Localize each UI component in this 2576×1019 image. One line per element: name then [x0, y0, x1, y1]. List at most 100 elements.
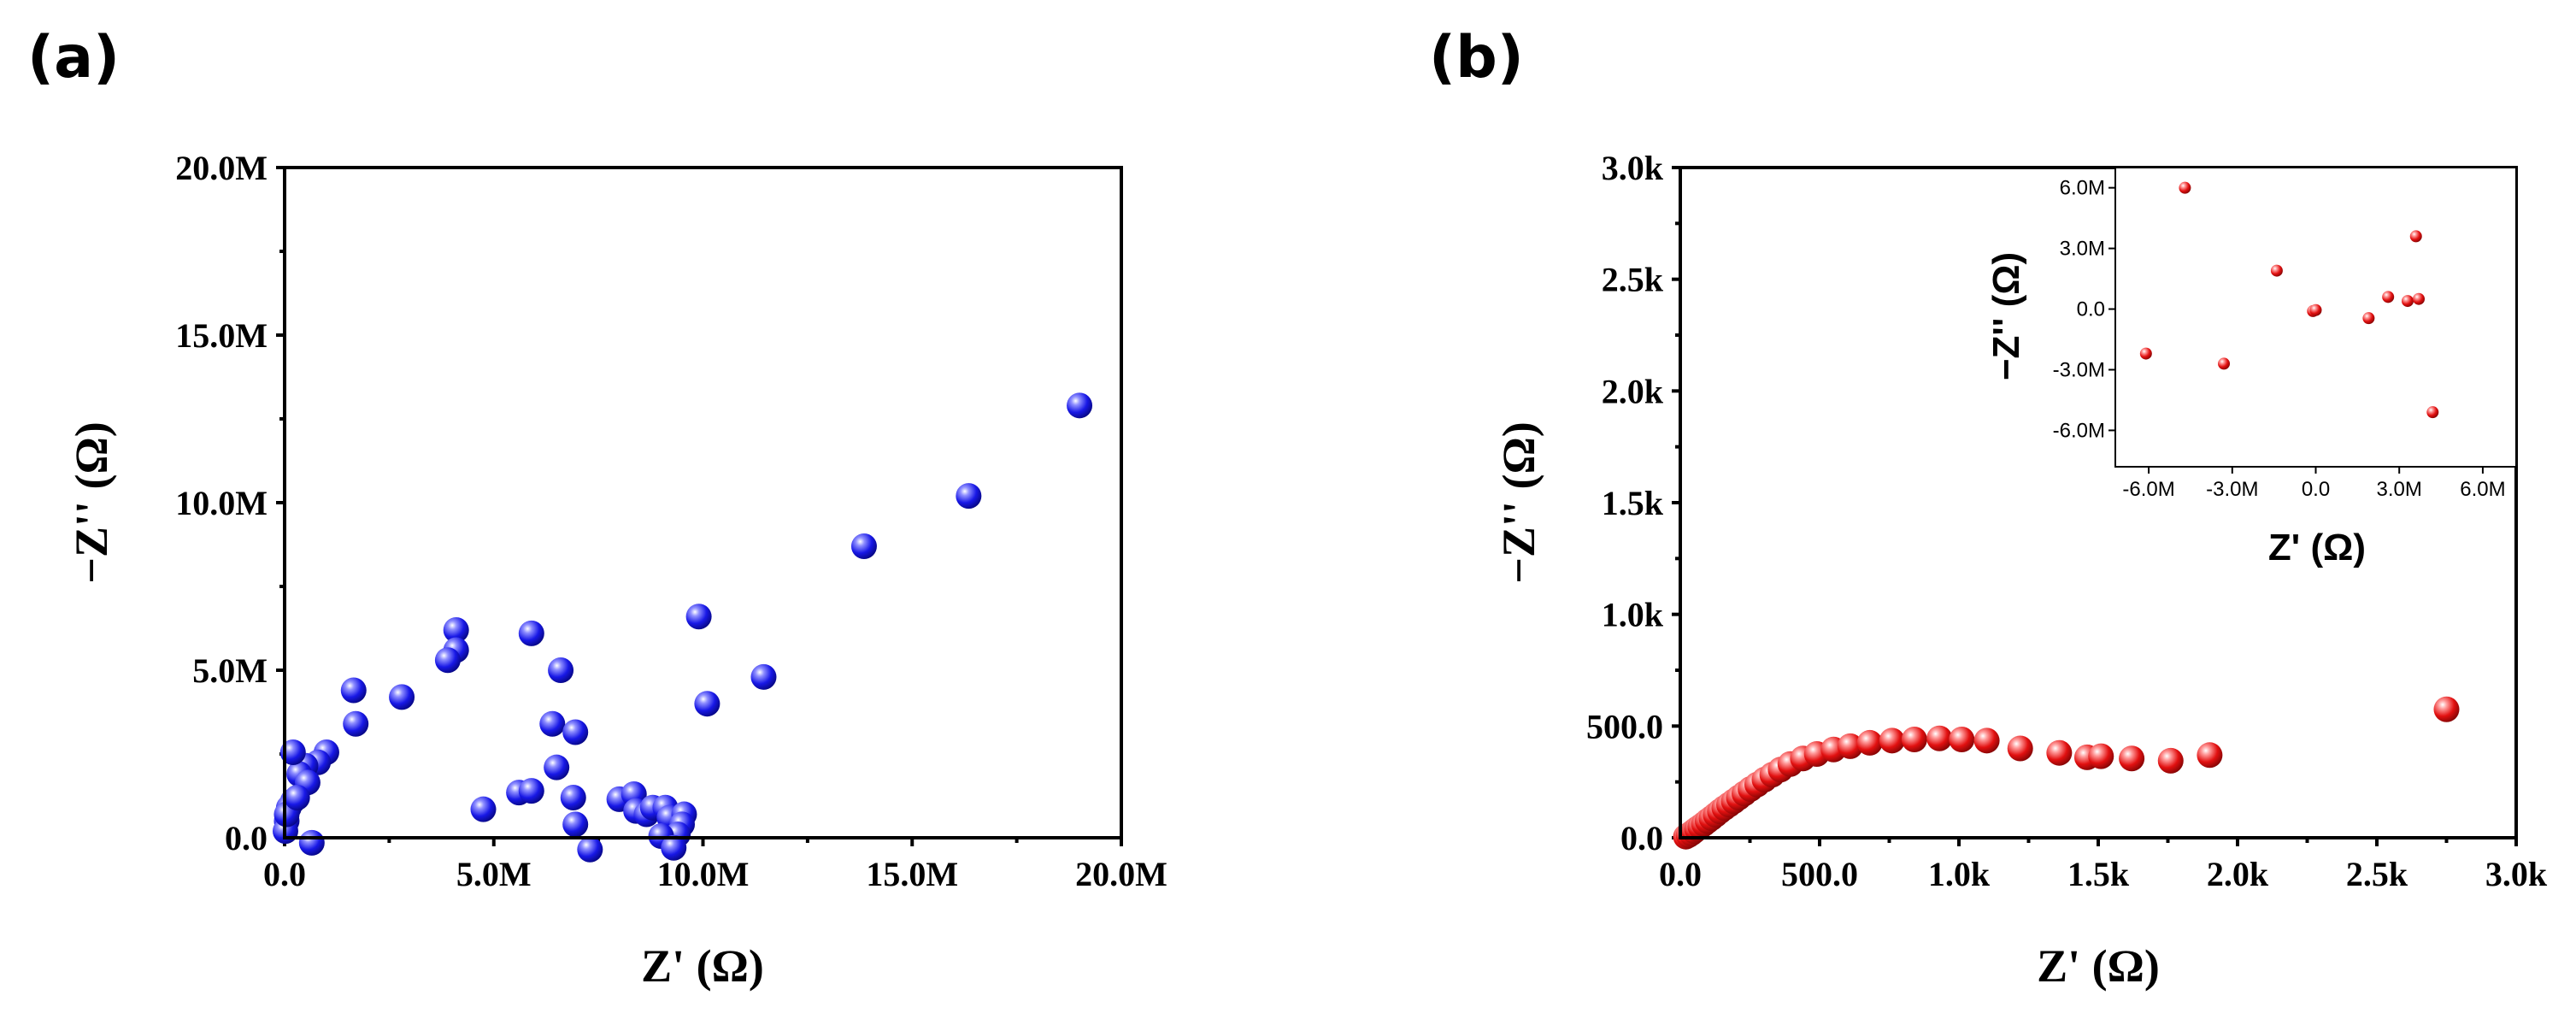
y-tick-label: 3.0M	[2060, 238, 2105, 261]
inset-y-axis-title: −Z'' (Ω)	[1985, 252, 2027, 380]
data-point	[685, 604, 712, 630]
data-point	[2409, 230, 2422, 243]
data-point	[1837, 733, 1863, 759]
inset-x-axis-title: Z' (Ω)	[2268, 527, 2366, 568]
data-point	[562, 811, 589, 838]
data-point	[2157, 747, 2184, 774]
data-point	[518, 778, 544, 804]
data-point	[2088, 743, 2114, 769]
data-point	[470, 796, 497, 822]
panel-label-b: (b)	[1429, 24, 1524, 91]
data-point	[1926, 725, 1953, 751]
data-point	[443, 616, 469, 643]
y-tick-label: 500.0	[1586, 707, 1663, 745]
x-tick-label: 0.0	[2302, 478, 2330, 501]
inset-axes: -6.0M -3.0M 0.0 3.0M 6.0M -6.0M -3.0M 0.0 3.0M 6.…	[2053, 177, 2506, 501]
panel-b: (b) 0.0 500.0 1.0k 1.5k 2.0k 2.5k 3.0k 0.0 500.0…	[1429, 24, 2548, 992]
data-point	[2309, 303, 2322, 316]
y-tick-label: -3.0M	[2053, 358, 2105, 381]
x-tick-label: 0.0	[1659, 855, 1702, 893]
data-point	[2270, 264, 2283, 277]
x-tick-label: 1.5k	[2067, 855, 2130, 893]
data-point	[2433, 696, 2460, 722]
data-point	[539, 710, 566, 737]
x-tick-label: 20.0M	[1075, 855, 1167, 893]
panel-b-y-axis-title: −Z'' (Ω)	[1493, 421, 1544, 584]
data-point	[750, 663, 777, 690]
x-tick-label: 10.0M	[657, 855, 750, 893]
data-point	[1901, 727, 1927, 753]
y-tick-label: 0.0	[225, 819, 268, 857]
data-point	[1973, 727, 2000, 754]
x-tick-label: 2.0k	[2207, 855, 2269, 893]
x-tick-label: 15.0M	[866, 855, 958, 893]
y-tick-label: 1.0k	[1602, 596, 1664, 634]
data-point	[1879, 727, 1905, 754]
data-point	[389, 684, 415, 710]
data-point	[2218, 357, 2231, 370]
data-point	[548, 657, 574, 683]
panel-b-x-axis-title: Z' (Ω)	[2037, 940, 2160, 992]
data-point	[2401, 295, 2414, 308]
data-point	[2139, 347, 2152, 360]
data-point	[956, 483, 982, 510]
y-tick-label: 0.0	[2077, 298, 2105, 321]
x-tick-label: 1.0k	[1928, 855, 1991, 893]
y-tick-label: 3.0k	[1602, 149, 1664, 187]
data-point	[340, 677, 367, 704]
panel-a-axes: 0.0 5.0M 10.0M 15.0M 20.0M 0.0 5.0M 10.0M 15.0M 2…	[175, 149, 1167, 893]
data-point	[298, 829, 325, 856]
panel-b-plot-frame	[1679, 166, 2518, 839]
panel-b-inset: -6.0M -3.0M 0.0 3.0M 6.0M -6.0M -3.0M 0.0 3.0M 6.…	[1985, 167, 2517, 568]
panel-b-points	[1673, 696, 2460, 850]
panel-a-x-axis-title: Z' (Ω)	[641, 940, 764, 992]
data-point	[2179, 181, 2191, 194]
y-tick-label: 0.0	[1620, 819, 1663, 857]
data-point	[544, 754, 570, 780]
y-tick-label: 1.5k	[1602, 484, 1664, 522]
y-tick-label: -6.0M	[2053, 419, 2105, 442]
data-point	[434, 647, 461, 674]
x-tick-label: 3.0k	[2485, 855, 2548, 893]
inset-points	[2139, 181, 2439, 419]
y-tick-label: 10.0M	[175, 484, 268, 522]
x-tick-label: 500.0	[1781, 855, 1858, 893]
panel-a-plot-frame	[283, 166, 1123, 839]
x-tick-label: -6.0M	[2122, 478, 2174, 501]
data-point	[284, 784, 310, 810]
y-tick-label: 2.0k	[1602, 372, 1664, 410]
panel-a-y-axis-title: −Z'' (Ω)	[66, 421, 117, 584]
data-point	[560, 784, 586, 810]
x-tick-label: 2.5k	[2346, 855, 2408, 893]
panel-a-points	[272, 392, 1093, 863]
data-point	[2382, 291, 2395, 303]
x-tick-label: 5.0M	[456, 855, 532, 893]
y-tick-label: 20.0M	[175, 149, 268, 187]
data-point	[279, 739, 306, 766]
data-point	[2426, 406, 2439, 419]
data-point	[343, 710, 369, 737]
y-tick-label: 5.0M	[192, 651, 268, 690]
data-point	[577, 836, 603, 863]
data-point	[562, 719, 589, 745]
data-point	[2197, 742, 2223, 769]
data-point	[2362, 312, 2375, 325]
data-point	[2119, 745, 2145, 772]
inset-background	[2115, 168, 2516, 467]
panel-b-axes: 0.0 500.0 1.0k 1.5k 2.0k 2.5k 3.0k 0.0 500.0 1.0k…	[1586, 149, 2548, 893]
data-point	[1067, 392, 1093, 419]
x-tick-label: 6.0M	[2460, 478, 2505, 501]
y-tick-label: 15.0M	[175, 316, 268, 355]
panel-label-a: (a)	[27, 24, 120, 91]
x-tick-label: 3.0M	[2377, 478, 2422, 501]
inset-plot-frame	[2114, 167, 2517, 468]
x-tick-label: 0.0	[263, 855, 306, 893]
panel-a: (a) 0.0 5.0M 10.0M 15.0M 20.0M 0.0 5.0M 10.0M 15…	[27, 24, 1167, 992]
data-point	[661, 834, 687, 861]
x-tick-label: -3.0M	[2206, 478, 2258, 501]
data-point	[2413, 292, 2426, 305]
data-point	[518, 620, 544, 646]
y-tick-label: 2.5k	[1602, 261, 1664, 299]
data-point	[2046, 739, 2073, 766]
